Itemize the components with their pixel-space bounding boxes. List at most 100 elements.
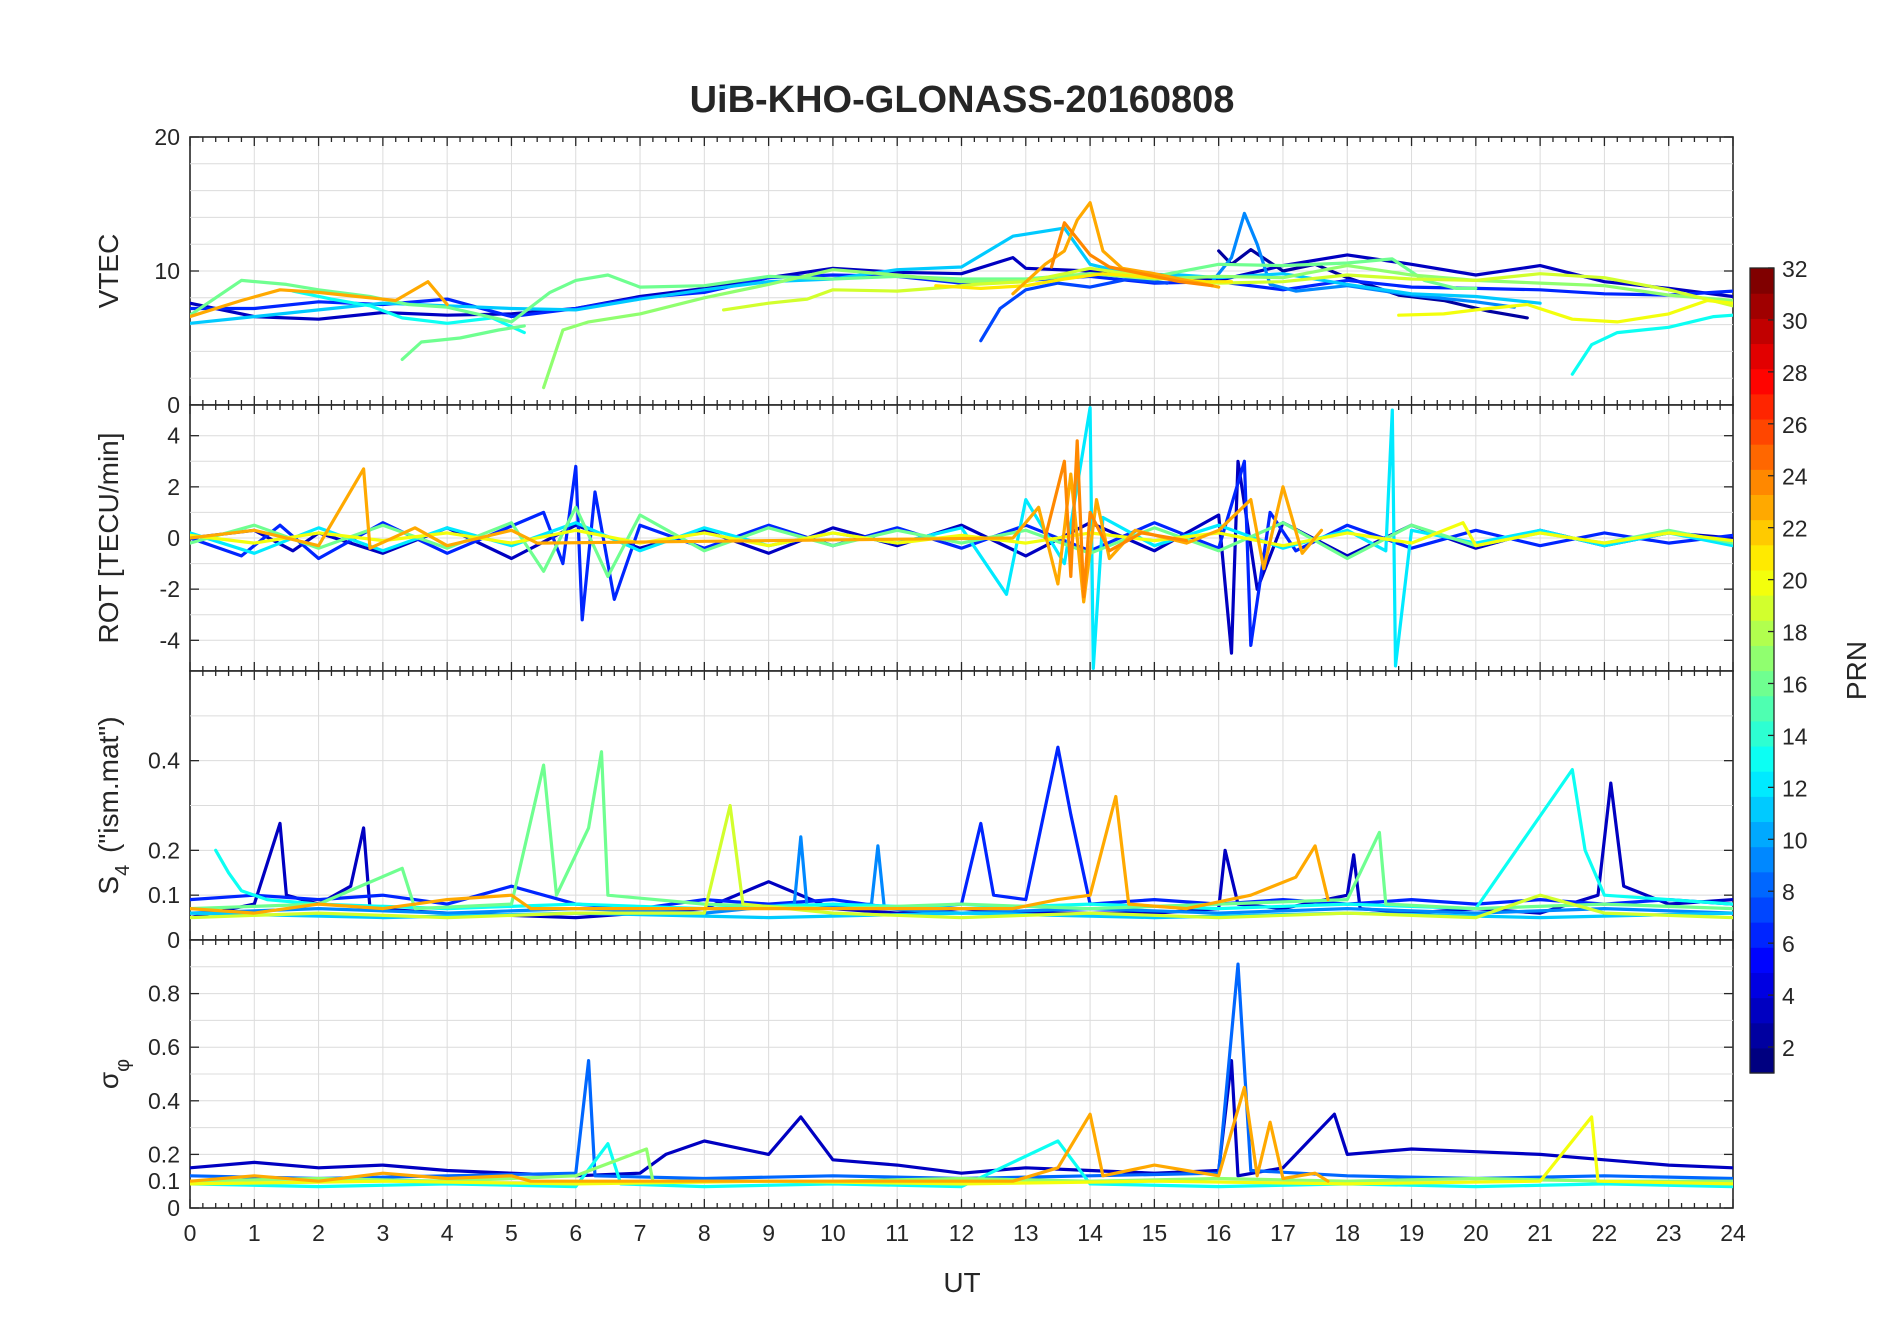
vtec-series-prn-23 — [190, 280, 449, 319]
x-tick-label: 1 — [248, 1220, 261, 1246]
x-tick-label: 8 — [698, 1220, 711, 1246]
sigma_phi-series-group — [190, 962, 1733, 1189]
colorbar-tick-label: 32 — [1782, 256, 1808, 282]
colorbar-step — [1750, 393, 1774, 420]
colorbar-tick-label: 6 — [1782, 931, 1795, 957]
s4-series-prn-16 — [190, 750, 1733, 911]
panel-vtec: 0 10 20 VTEC — [93, 124, 1734, 418]
colorbar-step — [1750, 1047, 1774, 1074]
rot-y-tick-label: 4 — [167, 423, 180, 449]
x-tick-label: 3 — [376, 1220, 389, 1246]
sigma_phi-y-tick-label: 0.2 — [148, 1141, 180, 1167]
x-tick-label: 13 — [1013, 1220, 1039, 1246]
colorbar-step — [1750, 771, 1774, 797]
s4-series-group — [190, 745, 1733, 920]
s4-series-prn-6 — [190, 745, 1733, 911]
x-tick-label: 7 — [634, 1220, 647, 1246]
x-tick-label: 23 — [1656, 1220, 1682, 1246]
colorbar-step — [1750, 268, 1774, 294]
colorbar-step — [1750, 846, 1774, 873]
colorbar-tick-label: 16 — [1782, 671, 1808, 697]
colorbar-step — [1750, 1022, 1774, 1049]
colorbar-tick-label: 10 — [1782, 827, 1808, 853]
x-tick-label: 15 — [1142, 1220, 1168, 1246]
colorbar-step — [1750, 469, 1774, 496]
colorbar-tick-label: 18 — [1782, 620, 1808, 646]
sigma_phi-series-prn-23 — [190, 1085, 1330, 1183]
x-tick-label: 14 — [1077, 1220, 1103, 1246]
x-tick-label: 11 — [885, 1220, 909, 1246]
colorbar-step — [1750, 796, 1774, 823]
colorbar-step — [1750, 896, 1774, 923]
vtec-y-tick-label: 0 — [167, 392, 180, 418]
x-tick-label: 19 — [1399, 1220, 1425, 1246]
colorbar-step — [1750, 871, 1774, 898]
chart-title: UiB-KHO-GLONASS-20160808 — [690, 79, 1235, 121]
colorbar-step — [1750, 418, 1774, 445]
vtec-series-prn-3 — [190, 253, 1733, 321]
sigma_phi-y-tick-label: 0.8 — [148, 981, 180, 1007]
x-axis-label: UT — [943, 1267, 980, 1298]
sigma_phi-y-tick-label: 0 — [167, 1195, 180, 1221]
colorbar-step — [1750, 595, 1774, 621]
colorbar-step — [1750, 947, 1774, 973]
vtec-y-tick-label: 10 — [154, 258, 180, 284]
x-tick-label: 12 — [949, 1220, 975, 1246]
colorbar-tick-label: 26 — [1782, 412, 1808, 438]
colorbar-step — [1750, 293, 1774, 319]
colorbar-step — [1750, 368, 1774, 395]
rot-series-prn-24 — [1043, 439, 1189, 599]
colorbar-step — [1750, 444, 1774, 470]
colorbar-step — [1750, 821, 1774, 848]
colorbar-tick-label: 24 — [1782, 464, 1808, 490]
colorbar-step — [1750, 645, 1774, 672]
colorbar-tick-label: 12 — [1782, 775, 1808, 801]
vtec-y-tick-label: 20 — [154, 124, 180, 150]
colorbar-tick-label: 28 — [1782, 360, 1808, 386]
vtec-y-axis-label: VTEC — [93, 234, 124, 309]
x-tick-label: 10 — [820, 1220, 846, 1246]
x-tick-label: 20 — [1463, 1220, 1489, 1246]
rot-series-group — [190, 406, 1733, 670]
colorbar-step — [1750, 494, 1774, 521]
colorbar-tick-label: 8 — [1782, 879, 1795, 905]
x-tick-label: 16 — [1206, 1220, 1232, 1246]
rot-y-axis-label: ROT [TECU/min] — [93, 432, 124, 643]
colorbar-tick-label: 30 — [1782, 308, 1808, 334]
s4-y-tick-label: 0.4 — [148, 748, 180, 774]
sigma_phi-y-tick-label: 0.1 — [148, 1168, 180, 1194]
x-tick-label: 9 — [762, 1220, 775, 1246]
vtec-series-prn-2 — [1217, 248, 1529, 320]
colorbar-tick-label: 4 — [1782, 983, 1795, 1009]
colorbar-step — [1750, 745, 1774, 772]
panel-rot: -4 -2 0 2 4 ROT [TECU/min] — [93, 404, 1734, 672]
s4-y-tick-label: 0.1 — [148, 882, 180, 908]
sigma_phi-y-axis-label: σφ — [93, 1059, 134, 1089]
x-tick-label: 5 — [505, 1220, 518, 1246]
sigma_phi-series-prn-20 — [190, 1115, 1733, 1186]
vtec-series-prn-17 — [542, 264, 1733, 390]
sigma_phi-series-prn-13 — [190, 1139, 1733, 1189]
colorbar-step — [1750, 519, 1774, 546]
vtec-series-prn-9 — [1210, 211, 1516, 309]
x-tick-label: 2 — [312, 1220, 325, 1246]
colorbar-step — [1750, 922, 1774, 948]
x-tick-label: 18 — [1334, 1220, 1360, 1246]
s4-y-tick-label: 0.2 — [148, 837, 180, 863]
x-tick-label: 22 — [1592, 1220, 1618, 1246]
colorbar-label: PRN — [1841, 641, 1872, 700]
sigma_phi-y-tick-label: 0.4 — [148, 1088, 180, 1114]
colorbar-border — [1749, 267, 1775, 1074]
s4-y-axis-label: S4 ("ism.mat") — [93, 716, 134, 894]
x-tick-label: 4 — [441, 1220, 454, 1246]
colorbar-step — [1750, 343, 1774, 370]
colorbar-step — [1750, 972, 1774, 999]
rot-series-prn-23 — [190, 467, 1324, 604]
vtec-series-prn-13 — [1570, 313, 1733, 376]
colorbar-step — [1750, 620, 1774, 646]
colorbar-step — [1750, 569, 1774, 596]
x-tick-label: 0 — [184, 1220, 197, 1246]
